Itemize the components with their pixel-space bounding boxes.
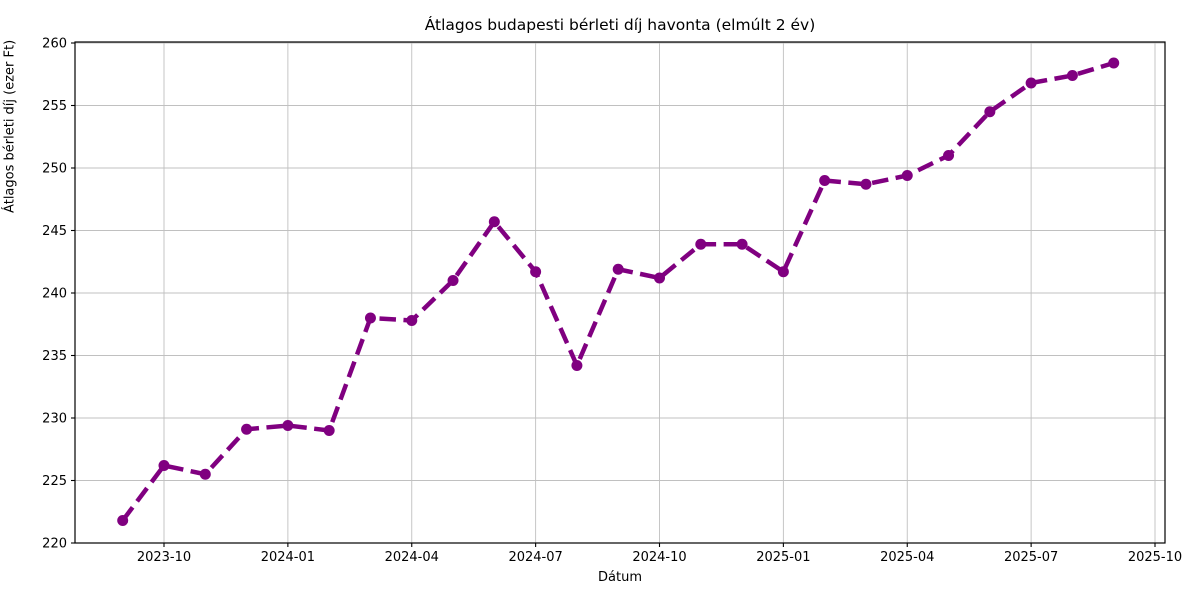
y-tick-label: 230 [42,412,67,427]
y-axis-label: Átlagos bérleti díj (ezer Ft) [2,39,18,213]
data-point-marker [943,150,955,161]
data-point-marker [612,263,624,275]
y-tick-label: 245 [42,224,67,239]
data-point-marker [530,266,542,278]
x-axis-label: Dátum [598,570,642,585]
y-tick-label: 260 [42,37,67,52]
chart-title: Átlagos budapesti bérleti díj havonta (e… [424,16,816,34]
data-point-marker [158,460,170,471]
data-point-marker [777,266,789,278]
x-tick-label: 2024-01 [261,550,315,565]
y-tick-label: 220 [42,537,67,552]
data-point-marker [241,423,253,435]
x-tick-label: 2025-01 [756,550,810,565]
data-point-marker [364,312,376,324]
data-point-marker [488,216,500,228]
x-tick-label: 2025-07 [1004,550,1058,565]
x-tick-label: 2024-07 [508,550,562,565]
data-point-marker [1025,77,1037,89]
data-point-marker [406,315,418,326]
y-tick-label: 235 [42,349,67,364]
y-tick-label: 225 [42,474,67,489]
data-point-marker [447,275,459,286]
data-point-marker [860,178,872,190]
data-point-marker [736,238,748,250]
y-tick-label: 250 [42,162,67,177]
y-tick-label: 255 [42,99,67,114]
data-point-marker [901,170,913,181]
data-point-marker [1066,70,1078,81]
data-point-marker [1108,57,1120,69]
x-tick-label: 2025-10 [1128,550,1182,565]
data-point-marker [984,106,996,118]
x-tick-label: 2025-04 [880,550,934,565]
data-point-marker [654,272,666,284]
data-point-marker [117,515,129,526]
axes-background [75,42,1165,543]
x-tick-label: 2023-10 [137,550,191,565]
data-point-marker [571,360,583,371]
x-tick-label: 2024-10 [632,550,686,565]
data-point-marker [282,420,294,431]
data-point-marker [323,425,335,436]
x-tick-label: 2024-04 [385,550,439,565]
data-point-marker [695,238,707,250]
axes-spines [74,41,1166,544]
data-point-marker [819,175,831,186]
data-point-marker [199,468,211,480]
y-tick-label: 240 [42,287,67,302]
